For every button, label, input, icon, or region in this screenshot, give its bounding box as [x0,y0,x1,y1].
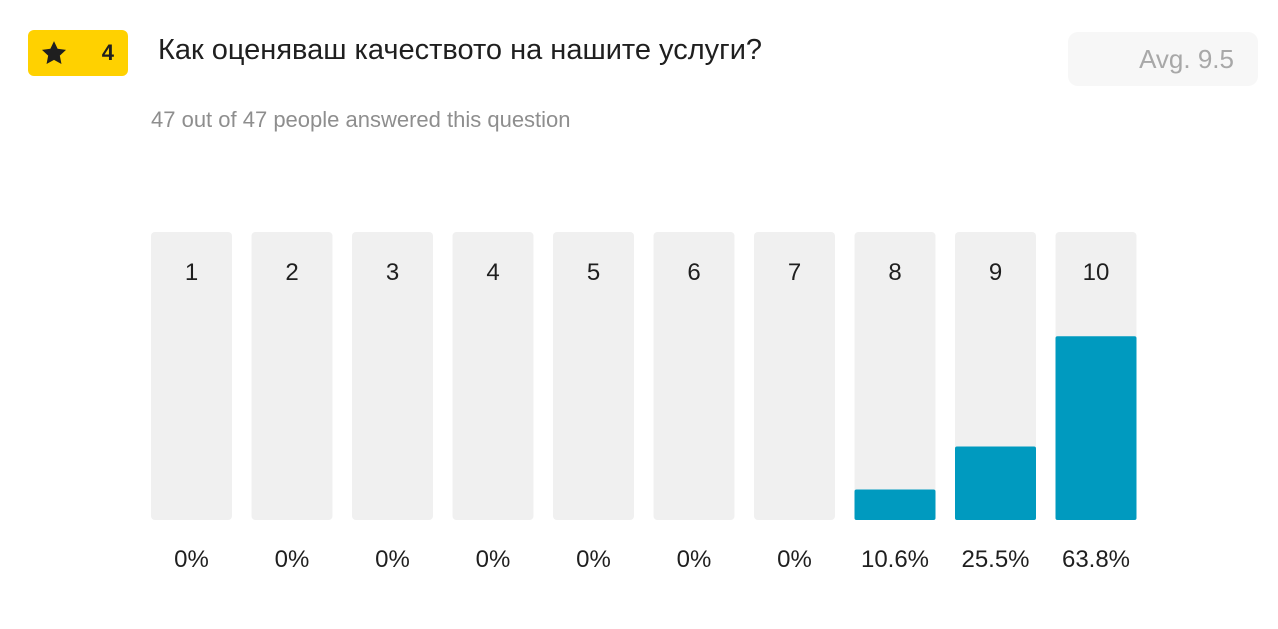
bar-track-7 [754,232,835,520]
category-label-4: 4 [486,259,499,286]
value-label-8: 10.6% [861,546,929,573]
value-label-3: 0% [375,546,410,573]
star-icon [40,39,68,67]
category-label-8: 8 [888,259,901,286]
value-label-5: 0% [576,546,611,573]
bar-track-5 [553,232,634,520]
bar-track-2 [251,232,333,520]
bar-track-1 [151,232,232,520]
value-label-1: 0% [174,546,209,573]
question-title: Как оценяваш качеството на нашите услуги… [158,34,763,66]
bar-8 [854,489,936,520]
question-number: 4 [101,40,114,65]
bar-track-3 [352,232,433,520]
category-label-3: 3 [386,259,399,286]
question-number-badge: 4 [28,30,128,76]
value-label-7: 0% [777,546,812,573]
category-label-2: 2 [285,259,298,286]
bar-track-8 [854,232,936,520]
bar-9 [955,446,1036,520]
average-score-badge: Avg. 9.5 [1068,32,1258,86]
value-label-6: 0% [677,546,712,573]
category-label-1: 1 [185,259,198,286]
bar-10 [1055,336,1137,520]
category-label-9: 9 [989,259,1002,286]
answered-count-text: 47 out of 47 people answered this questi… [151,107,571,132]
value-label-2: 0% [275,546,310,573]
category-label-7: 7 [788,259,801,286]
value-label-10: 63.8% [1062,546,1130,573]
value-label-4: 0% [476,546,511,573]
category-label-10: 10 [1083,259,1110,286]
bar-track-4 [452,232,534,520]
bar-track-6 [653,232,735,520]
category-label-6: 6 [687,259,700,286]
category-label-5: 5 [587,259,600,286]
value-label-9: 25.5% [961,546,1029,573]
